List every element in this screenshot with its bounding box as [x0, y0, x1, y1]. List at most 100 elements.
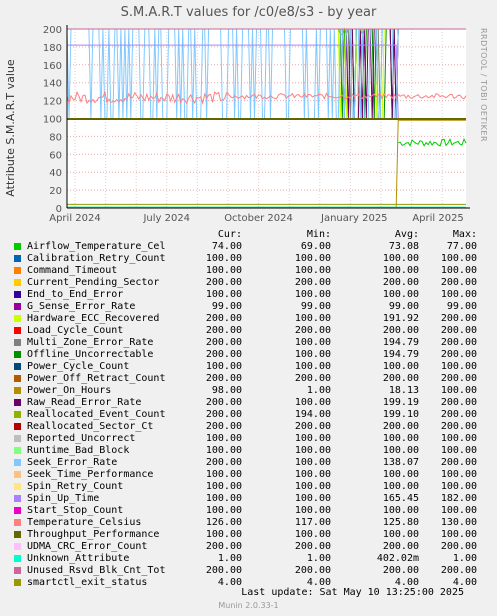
legend-header-min: Min:	[306, 229, 331, 240]
legend-max: 200.00	[440, 541, 477, 552]
y-tick-label: 100	[43, 115, 62, 126]
legend-row: Hardware_ECC_Recovered 200.00 100.00 191.92…	[14, 313, 484, 325]
y-axis-label: Attribute S.M.A.R.T value	[4, 59, 17, 197]
legend-swatch	[14, 243, 21, 250]
legend-name: UDMA_CRC_Error_Count	[27, 541, 148, 552]
x-tick-label: April 2024	[49, 213, 100, 224]
legend-swatch	[14, 267, 21, 274]
legend-cur: 100.00	[205, 529, 242, 540]
legend-header-cur: Cur:	[217, 229, 242, 240]
chart-svg: 0 20 40 60 80 100 120 140 160 180 200 April 2024 Ju…	[4, 25, 470, 224]
legend-swatch	[14, 363, 21, 370]
legend-max: 99.00	[446, 301, 477, 312]
legend-name: smartctl_exit_status	[27, 577, 148, 588]
legend-avg: 99.00	[388, 301, 419, 312]
legend-avg: 100.00	[382, 265, 419, 276]
legend-min: 100.00	[294, 313, 331, 324]
legend-cur: 100.00	[205, 289, 242, 300]
y-tick-label: 140	[43, 79, 62, 90]
legend-header-avg: Avg:	[394, 229, 419, 240]
legend-max: 200.00	[440, 565, 477, 576]
x-tick-label: October 2024	[224, 213, 293, 224]
legend-avg: 100.00	[382, 361, 419, 372]
legend-name: Command_Timeout	[27, 265, 118, 276]
legend-row: Power_On_Hours 98.00 1.00 18.13 100.00	[14, 385, 484, 397]
y-tick-label: 120	[43, 97, 62, 108]
legend-avg: 165.45	[382, 493, 419, 504]
legend-row: Unknown_Attribute 1.00 1.00 402.02m 1.00	[14, 553, 484, 565]
legend-avg: 199.19	[382, 397, 419, 408]
munin-version: Munin 2.0.33-1	[218, 601, 279, 610]
legend-avg: 4.00	[394, 577, 419, 588]
legend-cur: 200.00	[205, 541, 242, 552]
legend-row: Spin_Retry_Count 100.00 100.00 100.00 100.00	[14, 481, 484, 493]
legend-name: Airflow_Temperature_Cel	[27, 241, 166, 252]
legend-avg: 200.00	[382, 421, 419, 432]
legend-min: 200.00	[294, 541, 331, 552]
legend-max: 1.00	[452, 553, 477, 564]
legend-max: 100.00	[440, 505, 477, 516]
legend-swatch	[14, 435, 21, 442]
x-tick-label: January 2025	[320, 213, 388, 224]
legend-avg: 100.00	[382, 529, 419, 540]
legend-min: 100.00	[294, 337, 331, 348]
legend-avg: 100.00	[382, 481, 419, 492]
legend-avg: 200.00	[382, 565, 419, 576]
legend-name: Calibration_Retry_Count	[27, 253, 166, 264]
legend-min: 100.00	[294, 253, 331, 264]
legend-swatch	[14, 327, 21, 334]
legend-header: Cur: Min: Avg: Max:	[14, 229, 484, 241]
legend-max: 200.00	[440, 337, 477, 348]
legend-swatch	[14, 483, 21, 490]
legend-min: 100.00	[294, 349, 331, 360]
legend-avg: 402.02m	[376, 553, 419, 564]
legend-max: 100.00	[440, 265, 477, 276]
y-tick-label: 180	[43, 43, 62, 54]
y-tick-label: 20	[49, 186, 62, 197]
legend-row: Spin_Up_Time 100.00 100.00 165.45 182.00	[14, 493, 484, 505]
legend-cur: 126.00	[205, 517, 242, 528]
legend-cur: 200.00	[205, 277, 242, 288]
legend-max: 130.00	[440, 517, 477, 528]
x-tick-label: July 2024	[142, 213, 190, 224]
legend-max: 100.00	[440, 445, 477, 456]
legend-min: 194.00	[294, 409, 331, 420]
legend-swatch	[14, 423, 21, 430]
legend-swatch	[14, 255, 21, 262]
legend-name: Reported_Uncorrect	[27, 433, 136, 444]
legend-min: 100.00	[294, 481, 331, 492]
legend-row: Raw_Read_Error_Rate 200.00 100.00 199.19 200…	[14, 397, 484, 409]
legend-row: Power_Cycle_Count 100.00 100.00 100.00 100.0…	[14, 361, 484, 373]
legend-cur: 200.00	[205, 373, 242, 384]
legend-min: 1.00	[306, 553, 331, 564]
legend-max: 100.00	[440, 253, 477, 264]
legend-max: 200.00	[440, 409, 477, 420]
legend-swatch	[14, 375, 21, 382]
legend-max: 100.00	[440, 529, 477, 540]
legend-cur: 100.00	[205, 493, 242, 504]
y-tick-label: 40	[49, 168, 62, 179]
legend-name: Power_Cycle_Count	[27, 361, 130, 372]
x-tick-label: April 2025	[412, 213, 463, 224]
legend-avg: 200.00	[382, 541, 419, 552]
legend-swatch	[14, 543, 21, 550]
legend-cur: 100.00	[205, 469, 242, 480]
legend-min: 99.00	[300, 301, 331, 312]
legend-row: Throughput_Performance 100.00 100.00 100.00…	[14, 529, 484, 541]
legend-name: Unused_Rsvd_Blk_Cnt_Tot	[27, 565, 166, 576]
legend-min: 100.00	[294, 457, 331, 468]
legend-max: 100.00	[440, 469, 477, 480]
legend-avg: 100.00	[382, 253, 419, 264]
legend-swatch	[14, 411, 21, 418]
legend-name: Spin_Retry_Count	[27, 481, 124, 492]
legend-name: Temperature_Celsius	[27, 517, 142, 528]
legend-cur: 200.00	[205, 565, 242, 576]
legend-name: Power_Off_Retract_Count	[27, 373, 166, 384]
y-tick-label: 200	[43, 25, 62, 36]
legend-name: Seek_Time_Performance	[27, 469, 154, 480]
legend-max: 200.00	[440, 373, 477, 384]
legend-swatch	[14, 399, 21, 406]
y-tick-label: 0	[56, 204, 62, 215]
chart-title: S.M.A.R.T values for /c0/e8/s3 - by year	[120, 5, 377, 20]
legend-max: 200.00	[440, 397, 477, 408]
